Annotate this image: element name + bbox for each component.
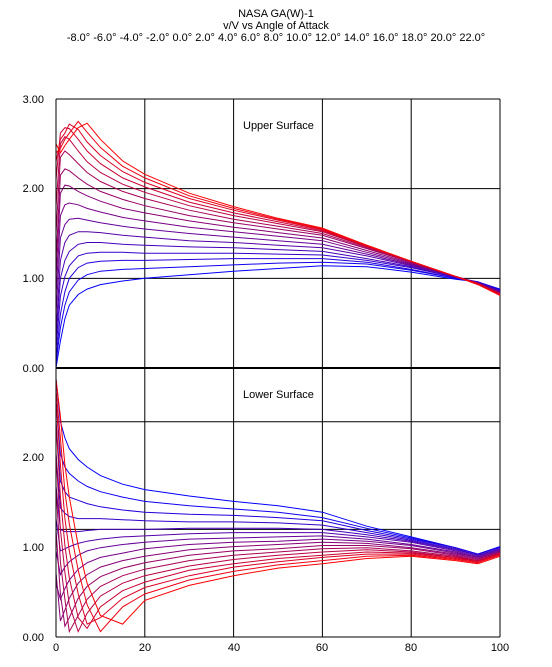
lower-series-line-alpha-20 (55, 389, 501, 633)
tick-labels: 3.00 2.00 1.00 0.00 2.00 1.00 0.00 0 20 … (23, 94, 510, 654)
xtick-label: 40 (228, 642, 240, 654)
lower-ytick-label: 0.00 (23, 632, 44, 644)
chart-titles: NASA GA(W)-1 v/V vs Angle of Attack -8.0… (0, 8, 552, 44)
lower-series-line-alpha--8 (55, 378, 501, 555)
lower-series-line-alpha-16 (55, 421, 501, 630)
series-group (55, 120, 501, 634)
lower-series-line-alpha-18 (55, 400, 501, 625)
xtick-label: 0 (53, 642, 59, 654)
upper-ytick-label: 2.00 (23, 183, 44, 195)
upper-ytick-label: 3.00 (23, 94, 44, 106)
lower-series-line-alpha-14 (55, 454, 501, 633)
upper-series-line-alpha--2 (55, 251, 501, 351)
xtick-label: 100 (491, 642, 509, 654)
alpha-legend: -8.0° -6.0° -4.0° -2.0° 0.0° 2.0° 4.0° 6… (66, 32, 486, 44)
upper-series-line-alpha-22 (55, 122, 501, 296)
upper-ytick-label: 0.00 (23, 363, 44, 375)
lower-series-line-alpha-22 (55, 378, 501, 625)
upper-ytick-label: 1.00 (23, 273, 44, 285)
lower-series-line-alpha-6 (55, 538, 501, 601)
xtick-label: 60 (316, 642, 328, 654)
chart-subtitle: v/V vs Angle of Attack (223, 20, 329, 32)
chart-title: NASA GA(W)-1 (238, 8, 314, 20)
xtick-label: 80 (405, 642, 417, 654)
lower-series-line-alpha-10 (55, 529, 501, 628)
lower-series-line-alpha--6 (55, 400, 501, 555)
lower-series-line-alpha--2 (55, 454, 501, 556)
upper-series-line-alpha--8 (55, 265, 501, 369)
lower-series-line-alpha-12 (55, 486, 501, 634)
lower-series-line-alpha-4 (55, 535, 501, 576)
upper-series-line-alpha--6 (55, 261, 501, 364)
lower-surface-label: Lower Surface (243, 389, 314, 401)
upper-series-line-alpha-6 (55, 202, 501, 297)
upper-series-line-alpha-0 (55, 242, 501, 342)
lower-ytick-label: 1.00 (23, 542, 44, 554)
lower-ytick-label: 2.00 (23, 452, 44, 464)
upper-series-line-alpha-12 (55, 150, 501, 295)
lower-series-line-alpha-0 (55, 486, 501, 556)
axes (55, 99, 500, 638)
lower-series-line-alpha--4 (55, 421, 501, 555)
upper-series-line-alpha-8 (55, 184, 501, 294)
upper-surface-label: Upper Surface (243, 120, 314, 132)
upper-series-line-alpha-2 (55, 231, 501, 333)
upper-series-line-alpha-4 (55, 217, 501, 315)
xtick-label: 20 (139, 642, 151, 654)
upper-series-line-alpha--4 (55, 258, 501, 360)
